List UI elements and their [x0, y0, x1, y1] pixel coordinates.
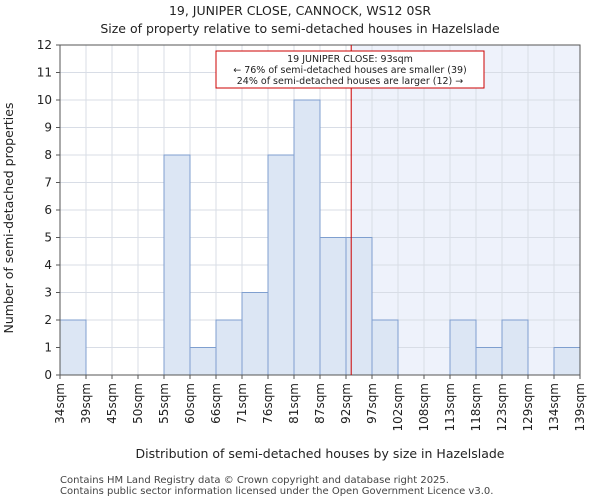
y-tick-label: 12: [37, 38, 52, 52]
y-tick-label: 8: [44, 148, 52, 162]
bar: [241, 292, 269, 376]
y-tick-label: 11: [37, 66, 52, 80]
y-tick-label: 10: [37, 93, 52, 107]
x-tick-label: 55sqm: [157, 383, 171, 424]
chart-subtitle: Size of property relative to semi-detach…: [100, 21, 500, 36]
x-tick-label: 139sqm: [573, 383, 587, 431]
x-tick-label: 60sqm: [183, 383, 197, 424]
x-tick-label: 76sqm: [261, 383, 275, 424]
bar: [189, 347, 217, 376]
x-tick-label: 39sqm: [79, 383, 93, 424]
bar: [475, 347, 503, 376]
bar: [319, 237, 347, 376]
bar: [267, 154, 295, 376]
y-tick-label: 6: [44, 203, 52, 217]
x-tick-label: 87sqm: [313, 383, 327, 424]
chart-title: 19, JUNIPER CLOSE, CANNOCK, WS12 0SR: [169, 3, 431, 18]
y-tick-label: 4: [44, 258, 52, 272]
y-axis-label: Number of semi-detached properties: [1, 103, 16, 334]
y-tick-label: 3: [44, 286, 52, 300]
x-tick-label: 102sqm: [391, 383, 405, 431]
x-tick-label: 81sqm: [287, 383, 301, 424]
x-tick-label: 50sqm: [131, 383, 145, 424]
x-tick-label: 123sqm: [495, 383, 509, 431]
bar: [163, 154, 191, 376]
x-tick-label: 71sqm: [235, 383, 249, 424]
x-tick-label: 97sqm: [365, 383, 379, 424]
footer-line-2: Contains public sector information licen…: [60, 486, 493, 497]
x-tick-label: 134sqm: [547, 383, 561, 431]
annotation-line: 24% of semi-detached houses are larger (…: [237, 76, 464, 87]
bar: [215, 319, 243, 376]
bar: [59, 319, 87, 376]
x-tick-label: 129sqm: [521, 383, 535, 431]
y-tick-label: 5: [44, 231, 52, 245]
x-tick-label: 113sqm: [443, 383, 457, 431]
y-tick-label: 9: [44, 121, 52, 135]
bar: [501, 319, 529, 376]
x-tick-label: 108sqm: [417, 383, 431, 431]
bar: [553, 347, 581, 376]
y-tick-label: 0: [44, 368, 52, 382]
y-tick-label: 7: [44, 176, 52, 190]
annotation-line: 19 JUNIPER CLOSE: 93sqm: [287, 54, 413, 65]
annotation-line: ← 76% of semi-detached houses are smalle…: [233, 65, 467, 76]
x-tick-label: 118sqm: [469, 383, 483, 431]
bar: [345, 237, 373, 376]
bar: [449, 319, 477, 376]
x-axis-label: Distribution of semi-detached houses by …: [136, 446, 505, 461]
y-tick-label: 1: [44, 341, 52, 355]
y-tick-label: 2: [44, 313, 52, 327]
x-tick-label: 92sqm: [339, 383, 353, 424]
bar: [293, 99, 321, 376]
footer-line-1: Contains HM Land Registry data © Crown c…: [60, 475, 449, 486]
x-tick-label: 45sqm: [105, 383, 119, 424]
x-tick-label: 34sqm: [53, 383, 67, 424]
annotation-box: [215, 50, 485, 89]
bar: [371, 319, 399, 376]
x-tick-label: 66sqm: [209, 383, 223, 424]
